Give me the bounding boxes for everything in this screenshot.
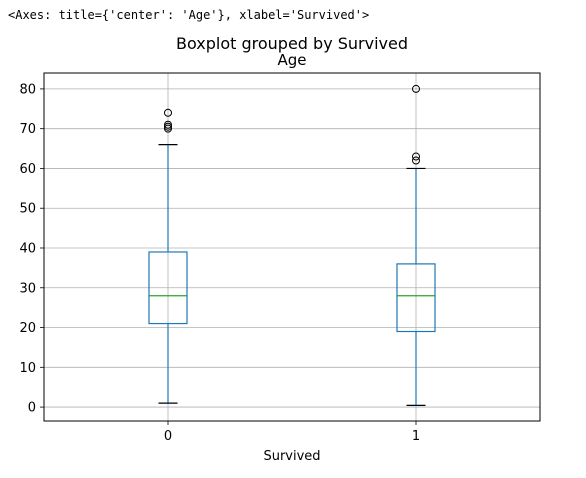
outlier-point xyxy=(164,122,172,131)
outlier-point xyxy=(164,124,172,133)
x-tick-label: 1 xyxy=(412,429,420,444)
y-tick-label: 60 xyxy=(19,162,36,177)
y-tick-label: 50 xyxy=(19,202,36,217)
y-tick-label: 80 xyxy=(19,82,36,97)
chart-suptitle: Boxplot grouped by Survived xyxy=(176,34,408,53)
y-tick-label: 10 xyxy=(19,361,36,376)
box xyxy=(148,251,188,325)
axes-repr-output: <Axes: title={'center': 'Age'}, xlabel='… xyxy=(8,8,370,22)
x-axis-label: Survived xyxy=(263,449,320,464)
box xyxy=(396,263,436,333)
y-tick-label: 40 xyxy=(19,241,36,256)
x-tick-label: 0 xyxy=(164,429,172,444)
outlier-point xyxy=(412,84,420,93)
outlier-point xyxy=(164,108,172,117)
y-tick-label: 20 xyxy=(19,321,36,336)
axes-frame xyxy=(43,72,541,422)
outlier-point xyxy=(164,120,172,129)
chart-title: Age xyxy=(277,51,306,69)
y-tick-label: 70 xyxy=(19,122,36,137)
y-tick-label: 0 xyxy=(28,401,36,416)
outlier-point xyxy=(412,152,420,161)
plot-area: 0 10 20 30 40 50 60 70 80 0 1 xyxy=(19,72,541,444)
y-tick-label: 30 xyxy=(19,281,36,296)
outlier-point xyxy=(412,156,420,165)
